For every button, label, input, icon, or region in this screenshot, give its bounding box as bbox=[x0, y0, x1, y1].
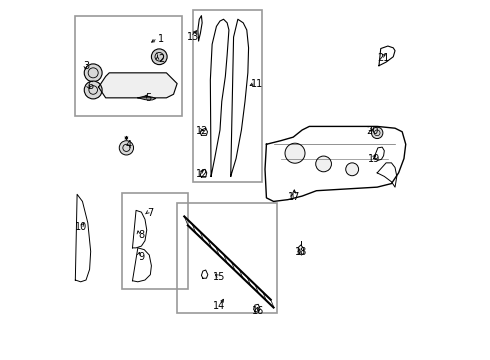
Text: 18: 18 bbox=[295, 247, 308, 257]
Circle shape bbox=[119, 141, 134, 155]
Circle shape bbox=[316, 156, 331, 172]
Circle shape bbox=[371, 127, 383, 139]
Circle shape bbox=[84, 64, 102, 82]
Circle shape bbox=[346, 163, 359, 176]
Text: 21: 21 bbox=[377, 53, 390, 63]
Bar bbox=[193, 10, 262, 182]
Text: 12: 12 bbox=[196, 168, 208, 179]
Text: 12: 12 bbox=[196, 126, 208, 136]
Text: 2: 2 bbox=[158, 54, 164, 64]
Text: 4: 4 bbox=[126, 140, 132, 150]
Text: 6: 6 bbox=[88, 81, 94, 91]
Text: 1: 1 bbox=[158, 34, 164, 44]
Text: 17: 17 bbox=[288, 192, 300, 202]
Polygon shape bbox=[98, 73, 177, 98]
Text: 16: 16 bbox=[252, 306, 265, 316]
Bar bbox=[75, 16, 182, 116]
Text: 20: 20 bbox=[367, 126, 379, 136]
Circle shape bbox=[84, 81, 102, 99]
Bar bbox=[122, 193, 188, 289]
Text: 11: 11 bbox=[251, 78, 264, 89]
Text: 8: 8 bbox=[138, 230, 145, 240]
Text: 14: 14 bbox=[213, 301, 225, 311]
Text: 9: 9 bbox=[138, 252, 145, 262]
Text: 19: 19 bbox=[368, 154, 380, 163]
Text: 5: 5 bbox=[146, 93, 152, 103]
Circle shape bbox=[151, 49, 167, 64]
Text: 10: 10 bbox=[74, 222, 87, 232]
Text: 13: 13 bbox=[187, 32, 199, 42]
Text: 7: 7 bbox=[147, 208, 153, 218]
Circle shape bbox=[285, 143, 305, 163]
Text: 15: 15 bbox=[213, 272, 225, 282]
Bar bbox=[177, 203, 277, 313]
Text: 3: 3 bbox=[83, 62, 89, 71]
